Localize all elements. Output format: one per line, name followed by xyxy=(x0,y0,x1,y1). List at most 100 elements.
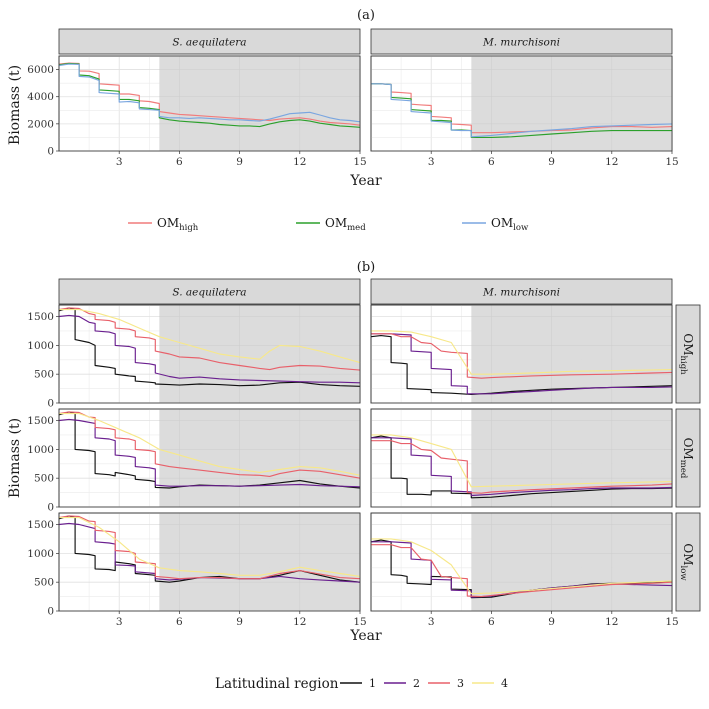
b-high-m-murchisoni-border xyxy=(370,304,673,404)
b-high-m-murchisoni-series-2 xyxy=(371,333,673,395)
legend-label-region-3: 3 xyxy=(457,677,464,690)
b-low-s-aequilatera-border xyxy=(58,512,361,612)
b-low-s-aequilatera-series-3 xyxy=(58,515,361,580)
b-high-s-aequilatera-series-1 xyxy=(58,307,361,387)
a-m-murchisoni-series-omhigh xyxy=(371,83,673,134)
b-low-m-murchisoni-xtick-label: 9 xyxy=(548,616,555,628)
b-high-s-aequilatera-ytick-label: 500 xyxy=(34,369,54,381)
b-med-m-murchisoni-series-3 xyxy=(371,440,673,494)
b-low-s-aequilatera-ytick-label: 500 xyxy=(34,577,54,589)
legend-region-title: Latitudinal region xyxy=(215,676,339,692)
a-s-aequilatera-ytick-label: 4000 xyxy=(27,91,54,103)
a-m-murchisoni-xtick-label: 15 xyxy=(665,156,678,168)
b-low-s-aequilatera-projection-shade xyxy=(159,513,360,611)
b-med-m-murchisoni-series-4 xyxy=(371,434,673,488)
b-med-s-aequilatera-series-4 xyxy=(59,413,361,476)
b-low-m-murchisoni-xtick-label: 3 xyxy=(428,616,435,628)
b-med-row-strip-label: OMmed xyxy=(678,438,695,479)
b-med-m-murchisoni-series-1 xyxy=(370,435,673,499)
b-low-row-strip xyxy=(675,512,701,612)
b-high-m-murchisoni-series-4 xyxy=(371,330,673,375)
panel-b-label: (b) xyxy=(357,260,375,275)
om-base: OM xyxy=(681,333,695,355)
a-s-aequilatera-xtick-label: 6 xyxy=(176,156,183,168)
b-low-s-aequilatera-xtick-label: 6 xyxy=(176,616,183,628)
b-med-s-aequilatera-ytick-label: 500 xyxy=(34,473,54,485)
b-med-m-murchisoni-projection-shade xyxy=(471,409,672,507)
b-high-s-aequilatera-projection-shade xyxy=(159,305,360,403)
b-med-s-aequilatera-ytick-label: 1500 xyxy=(27,415,54,427)
b-low-s-aequilatera-xtick-label: 12 xyxy=(293,616,306,628)
a-s-aequilatera-strip-label: S. aequilatera xyxy=(172,37,246,49)
b-high-s-aequilatera-series-4 xyxy=(59,309,361,364)
a-m-murchisoni-xtick-label: 6 xyxy=(488,156,495,168)
a-s-aequilatera-xtick-label: 15 xyxy=(353,156,366,168)
b-med-row-strip xyxy=(675,408,701,508)
a-s-aequilatera-projection-shade xyxy=(159,56,360,151)
panel-a: S. aequilatera 0 2000 4000 6000 3 6 9 12 15 M. mur… xyxy=(27,28,679,168)
b-high-row-strip xyxy=(675,304,701,404)
b-high-s-aequilatera-series-3 xyxy=(58,307,361,371)
a-s-aequilatera-series-omhigh xyxy=(58,62,361,126)
a-m-murchisoni-xtick-label: 9 xyxy=(548,156,555,168)
b-low-m-murchisoni-border xyxy=(370,512,673,612)
a-s-aequilatera-strip xyxy=(58,28,361,55)
a-m-murchisoni-projection-shade xyxy=(471,56,672,151)
b-low-s-aequilatera-ytick-label: 1500 xyxy=(27,519,54,531)
b-high-s-aequilatera-series-2 xyxy=(58,314,361,384)
a-s-aequilatera-ytick-label: 2000 xyxy=(27,118,54,130)
a-m-murchisoni-xtick-label: 3 xyxy=(428,156,435,168)
panel-b: S. aequilatera M. murchisoni050010001500O… xyxy=(27,278,701,628)
om-sub: med xyxy=(678,460,688,479)
b-m-murchisoni-strip xyxy=(370,278,673,305)
b-high-s-aequilatera-border xyxy=(58,304,361,404)
b-med-s-aequilatera-ytick-label: 0 xyxy=(47,502,54,514)
om-sub: low xyxy=(678,566,688,582)
legend-label-region-4: 4 xyxy=(501,677,508,690)
b-low-s-aequilatera-xtick-label: 3 xyxy=(116,616,123,628)
b-high-s-aequilatera-ytick-label: 0 xyxy=(47,398,54,410)
om-sub: high xyxy=(678,356,688,376)
ylabel-a: Biomass (t) xyxy=(7,65,23,145)
a-m-murchisoni-strip-label: M. murchisoni xyxy=(482,37,560,49)
a-s-aequilatera-xtick-label: 9 xyxy=(236,156,243,168)
b-s-aequilatera-strip xyxy=(58,278,361,305)
b-high-s-aequilatera-ytick-label: 1500 xyxy=(27,311,54,323)
om-base: OM xyxy=(681,543,695,565)
b-med-s-aequilatera-projection-shade xyxy=(159,409,360,507)
b-low-m-murchisoni-series-1 xyxy=(370,539,673,599)
b-low-m-murchisoni-projection-shade xyxy=(471,513,672,611)
om-base: OM xyxy=(681,438,695,460)
legend-region: Latitudinal region 1 2 3 4 xyxy=(215,676,508,692)
a-s-aequilatera-series-omlow xyxy=(58,63,361,123)
a-s-aequilatera-ytick-label: 0 xyxy=(47,146,54,158)
b-high-m-murchisoni-series-3 xyxy=(371,333,673,379)
b-med-s-aequilatera-series-2 xyxy=(58,418,361,488)
b-m-murchisoni-strip-label: M. murchisoni xyxy=(482,287,560,299)
xlabel-b: Year xyxy=(349,628,382,644)
a-m-murchisoni-strip xyxy=(370,28,673,55)
b-low-s-aequilatera-ytick-label: 0 xyxy=(47,606,54,618)
b-med-s-aequilatera-border xyxy=(58,408,361,508)
legend-label-region-1: 1 xyxy=(369,677,376,690)
a-m-murchisoni-xtick-label: 12 xyxy=(605,156,618,168)
b-low-s-aequilatera-series-4 xyxy=(59,517,361,577)
b-s-aequilatera-strip-label: S. aequilatera xyxy=(172,287,246,299)
b-med-s-aequilatera-series-3 xyxy=(58,411,361,479)
b-low-s-aequilatera-xtick-label: 15 xyxy=(353,616,366,628)
b-low-m-murchisoni-xtick-label: 15 xyxy=(665,616,678,628)
b-low-m-murchisoni-xtick-label: 12 xyxy=(605,616,618,628)
b-high-row-strip-label: OMhigh xyxy=(678,333,695,375)
b-med-m-murchisoni-border xyxy=(370,408,673,508)
b-low-m-murchisoni-series-4 xyxy=(371,538,673,595)
legend-om: OMhigh OMmed OMlow xyxy=(128,216,529,233)
a-s-aequilatera-xtick-label: 3 xyxy=(116,156,123,168)
b-low-s-aequilatera-ytick-label: 1000 xyxy=(27,548,54,560)
panel-a-label: (a) xyxy=(357,8,375,23)
ylabel-b: Biomass (t) xyxy=(7,418,23,498)
b-low-row-strip-label: OMlow xyxy=(678,543,695,581)
a-m-murchisoni-border xyxy=(370,55,673,152)
b-high-s-aequilatera-ytick-label: 1000 xyxy=(27,340,54,352)
legend-label-om-high: OMhigh xyxy=(157,216,199,233)
